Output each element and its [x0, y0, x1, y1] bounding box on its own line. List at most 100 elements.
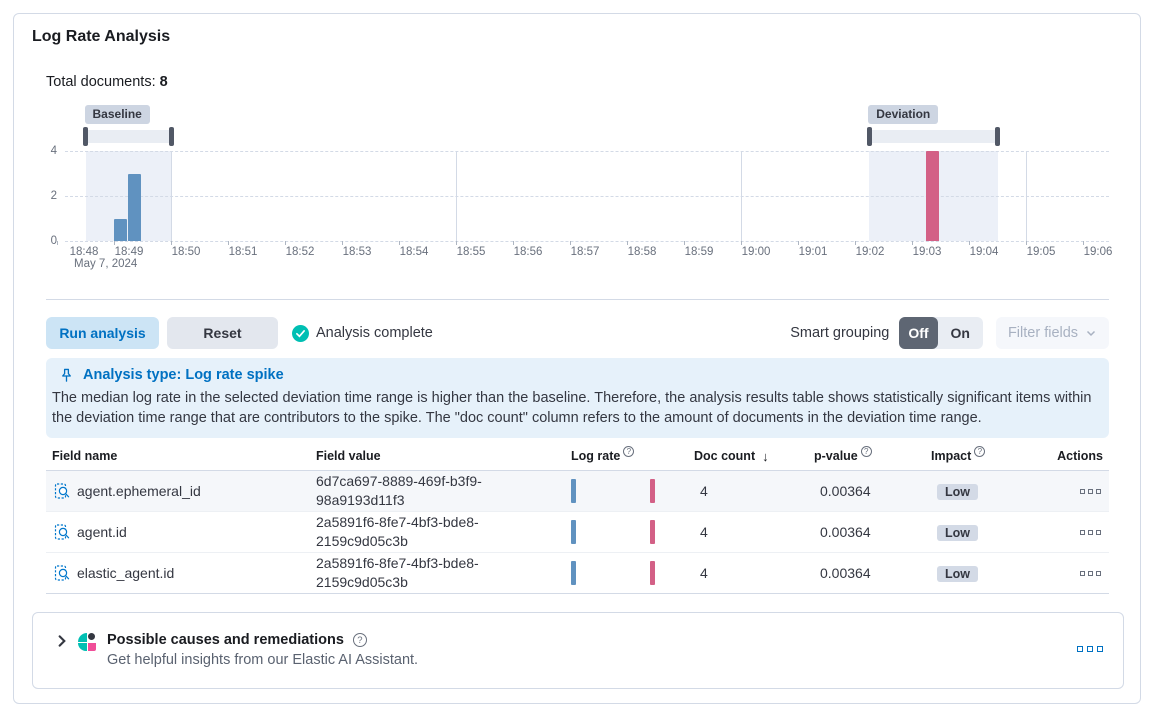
x-axis-label-19:03: 19:03: [912, 246, 942, 258]
header-field-value: Field value: [316, 449, 381, 463]
analysis-status: Analysis complete: [292, 324, 433, 342]
log-rate-baseline-bar: [571, 561, 576, 585]
header-field-name: Field name: [52, 449, 118, 463]
baseline-badge: Baseline: [84, 105, 150, 124]
field-value-cell: 2a5891f6-8fe7-4bf3-bde8-2159c9d05c3b: [316, 514, 479, 549]
insights-text: Possible causes and remediations ? Get h…: [107, 632, 418, 668]
log-rate-baseline-bar: [571, 479, 576, 503]
insights-card: Possible causes and remediations ? Get h…: [32, 612, 1124, 689]
x-tick-19:01: [798, 241, 799, 245]
filter-fields-label: Filter fields: [1007, 325, 1079, 341]
x-gridline-19:00: [741, 151, 742, 241]
x-axis-label-18:48: 18:48: [69, 246, 99, 258]
field-name-cell: elastic_agent.id: [46, 565, 310, 581]
insights-subtitle: Get helpful insights from our Elastic AI…: [107, 652, 419, 668]
x-tick-18:52: [285, 241, 286, 245]
section-divider: [46, 299, 1109, 300]
smart-grouping-off[interactable]: Off: [899, 317, 938, 349]
check-circle-icon: [292, 324, 309, 342]
log-rate-histogram-chart[interactable]: Baseline Deviation 0 2 4 18:48 18:49 18:50 18:51…: [32, 101, 1124, 271]
x-axis-label-18:55: 18:55: [456, 246, 486, 258]
log-rate-baseline-bar: [571, 520, 576, 544]
x-tick-19:00: [741, 241, 742, 245]
x-axis-label-18:58: 18:58: [627, 246, 657, 258]
x-tick-19:04: [969, 241, 970, 245]
header-doc-count[interactable]: Doc count ↓: [694, 449, 769, 464]
deviation-brush-handle-right[interactable]: [995, 127, 1000, 146]
actions-cell: [1040, 488, 1109, 494]
field-name-cell: agent.id: [46, 524, 310, 540]
x-axis-label-18:57: 18:57: [570, 246, 600, 258]
smart-grouping-label: Smart grouping: [790, 325, 890, 341]
reset-button[interactable]: Reset: [167, 317, 278, 349]
filter-magnifier-icon: [54, 483, 70, 499]
baseline-brush-handle-left[interactable]: [83, 127, 88, 146]
expand-insights-button[interactable]: [55, 634, 69, 651]
callout-title: Analysis type: Log rate spike: [83, 367, 284, 383]
right-controls: Smart grouping Off On Filter fields: [790, 317, 1109, 349]
x-gridline-18:55: [456, 151, 457, 241]
deviation-badge: Deviation: [868, 105, 939, 124]
x-tick-19:06: [1083, 241, 1084, 245]
actions-cell: [1040, 570, 1109, 576]
baseline-bar: [114, 218, 127, 241]
x-tick-18:57: [570, 241, 571, 245]
field-filter-button[interactable]: [54, 524, 70, 540]
header-impact: Impact?: [925, 446, 1040, 464]
x-axis-label-18:50: 18:50: [171, 246, 201, 258]
x-axis-label-19:06: 19:06: [1083, 246, 1113, 258]
smart-grouping-on[interactable]: On: [950, 325, 970, 341]
sort-desc-icon: ↓: [762, 449, 769, 464]
insights-title: Possible causes and remediations: [107, 632, 344, 648]
filter-fields-button[interactable]: Filter fields: [996, 317, 1109, 349]
field-filter-button[interactable]: [54, 565, 70, 581]
actions-cell: [1040, 529, 1109, 535]
callout-body: The median log rate in the selected devi…: [52, 390, 1092, 426]
row-actions-button[interactable]: [1080, 488, 1101, 494]
insights-help-icon[interactable]: ?: [352, 633, 367, 647]
header-actions: Actions: [1057, 449, 1103, 463]
p-value-info-icon[interactable]: ?: [860, 446, 872, 457]
x-tick-19:03: [912, 241, 913, 245]
table-body: agent.ephemeral_id 6d7ca697-8889-469f-b3f…: [46, 471, 1109, 594]
p-value-cell: 0.00364: [820, 524, 871, 540]
log-rate-deviation-bar: [650, 561, 655, 585]
field-filter-button[interactable]: [54, 483, 70, 499]
x-tick-19:05: [1026, 241, 1027, 245]
total-documents: Total documents: 8: [46, 74, 168, 90]
header-p-value: p-value?: [808, 446, 925, 464]
log-rate-info-icon[interactable]: ?: [623, 446, 635, 457]
analysis-type-callout: Analysis type: Log rate spike The median…: [46, 358, 1109, 438]
callout-title-row: Analysis type: Log rate spike: [52, 367, 1095, 383]
x-axis-label-18:59: 18:59: [684, 246, 714, 258]
impact-cell: Low: [925, 483, 1040, 500]
row-actions-button[interactable]: [1080, 570, 1101, 576]
y-axis-label-2: 2: [50, 190, 57, 202]
run-analysis-button[interactable]: Run analysis: [46, 317, 159, 349]
log-rate-cell: [565, 561, 688, 585]
impact-info-icon[interactable]: ?: [974, 446, 986, 457]
x-axis-label-18:52: 18:52: [285, 246, 315, 258]
field-name-text: agent.id: [77, 524, 127, 540]
x-axis-label-19:05: 19:05: [1026, 246, 1056, 258]
baseline-bar: [128, 173, 142, 241]
insights-actions-button[interactable]: [1077, 646, 1103, 652]
baseline-brush-handle-right[interactable]: [168, 127, 174, 146]
x-axis-label-18:49: 18:49: [114, 246, 144, 258]
p-value-cell: 0.00364: [820, 483, 871, 499]
log-rate-cell: [565, 520, 688, 544]
x-gridline-18:50: [171, 151, 172, 241]
field-value-cell: 6d7ca697-8889-469f-b3f9-98a9193d11f3: [316, 473, 482, 508]
y-axis-label-0: 0: [50, 235, 57, 247]
deviation-brush[interactable]: [869, 130, 998, 143]
deviation-brush-handle-left[interactable]: [866, 127, 872, 146]
row-actions-button[interactable]: [1080, 529, 1101, 535]
x-tick-18:56: [513, 241, 514, 245]
x-axis-label-18:51: 18:51: [228, 246, 258, 258]
doc-count-cell: 4: [700, 524, 708, 540]
baseline-brush[interactable]: [85, 130, 171, 143]
x-tick-19:02: [855, 241, 856, 245]
chevron-right-icon: [58, 635, 66, 647]
table-row: agent.id 2a5891f6-8fe7-4bf3-bde8-2159c9d0…: [46, 512, 1109, 553]
